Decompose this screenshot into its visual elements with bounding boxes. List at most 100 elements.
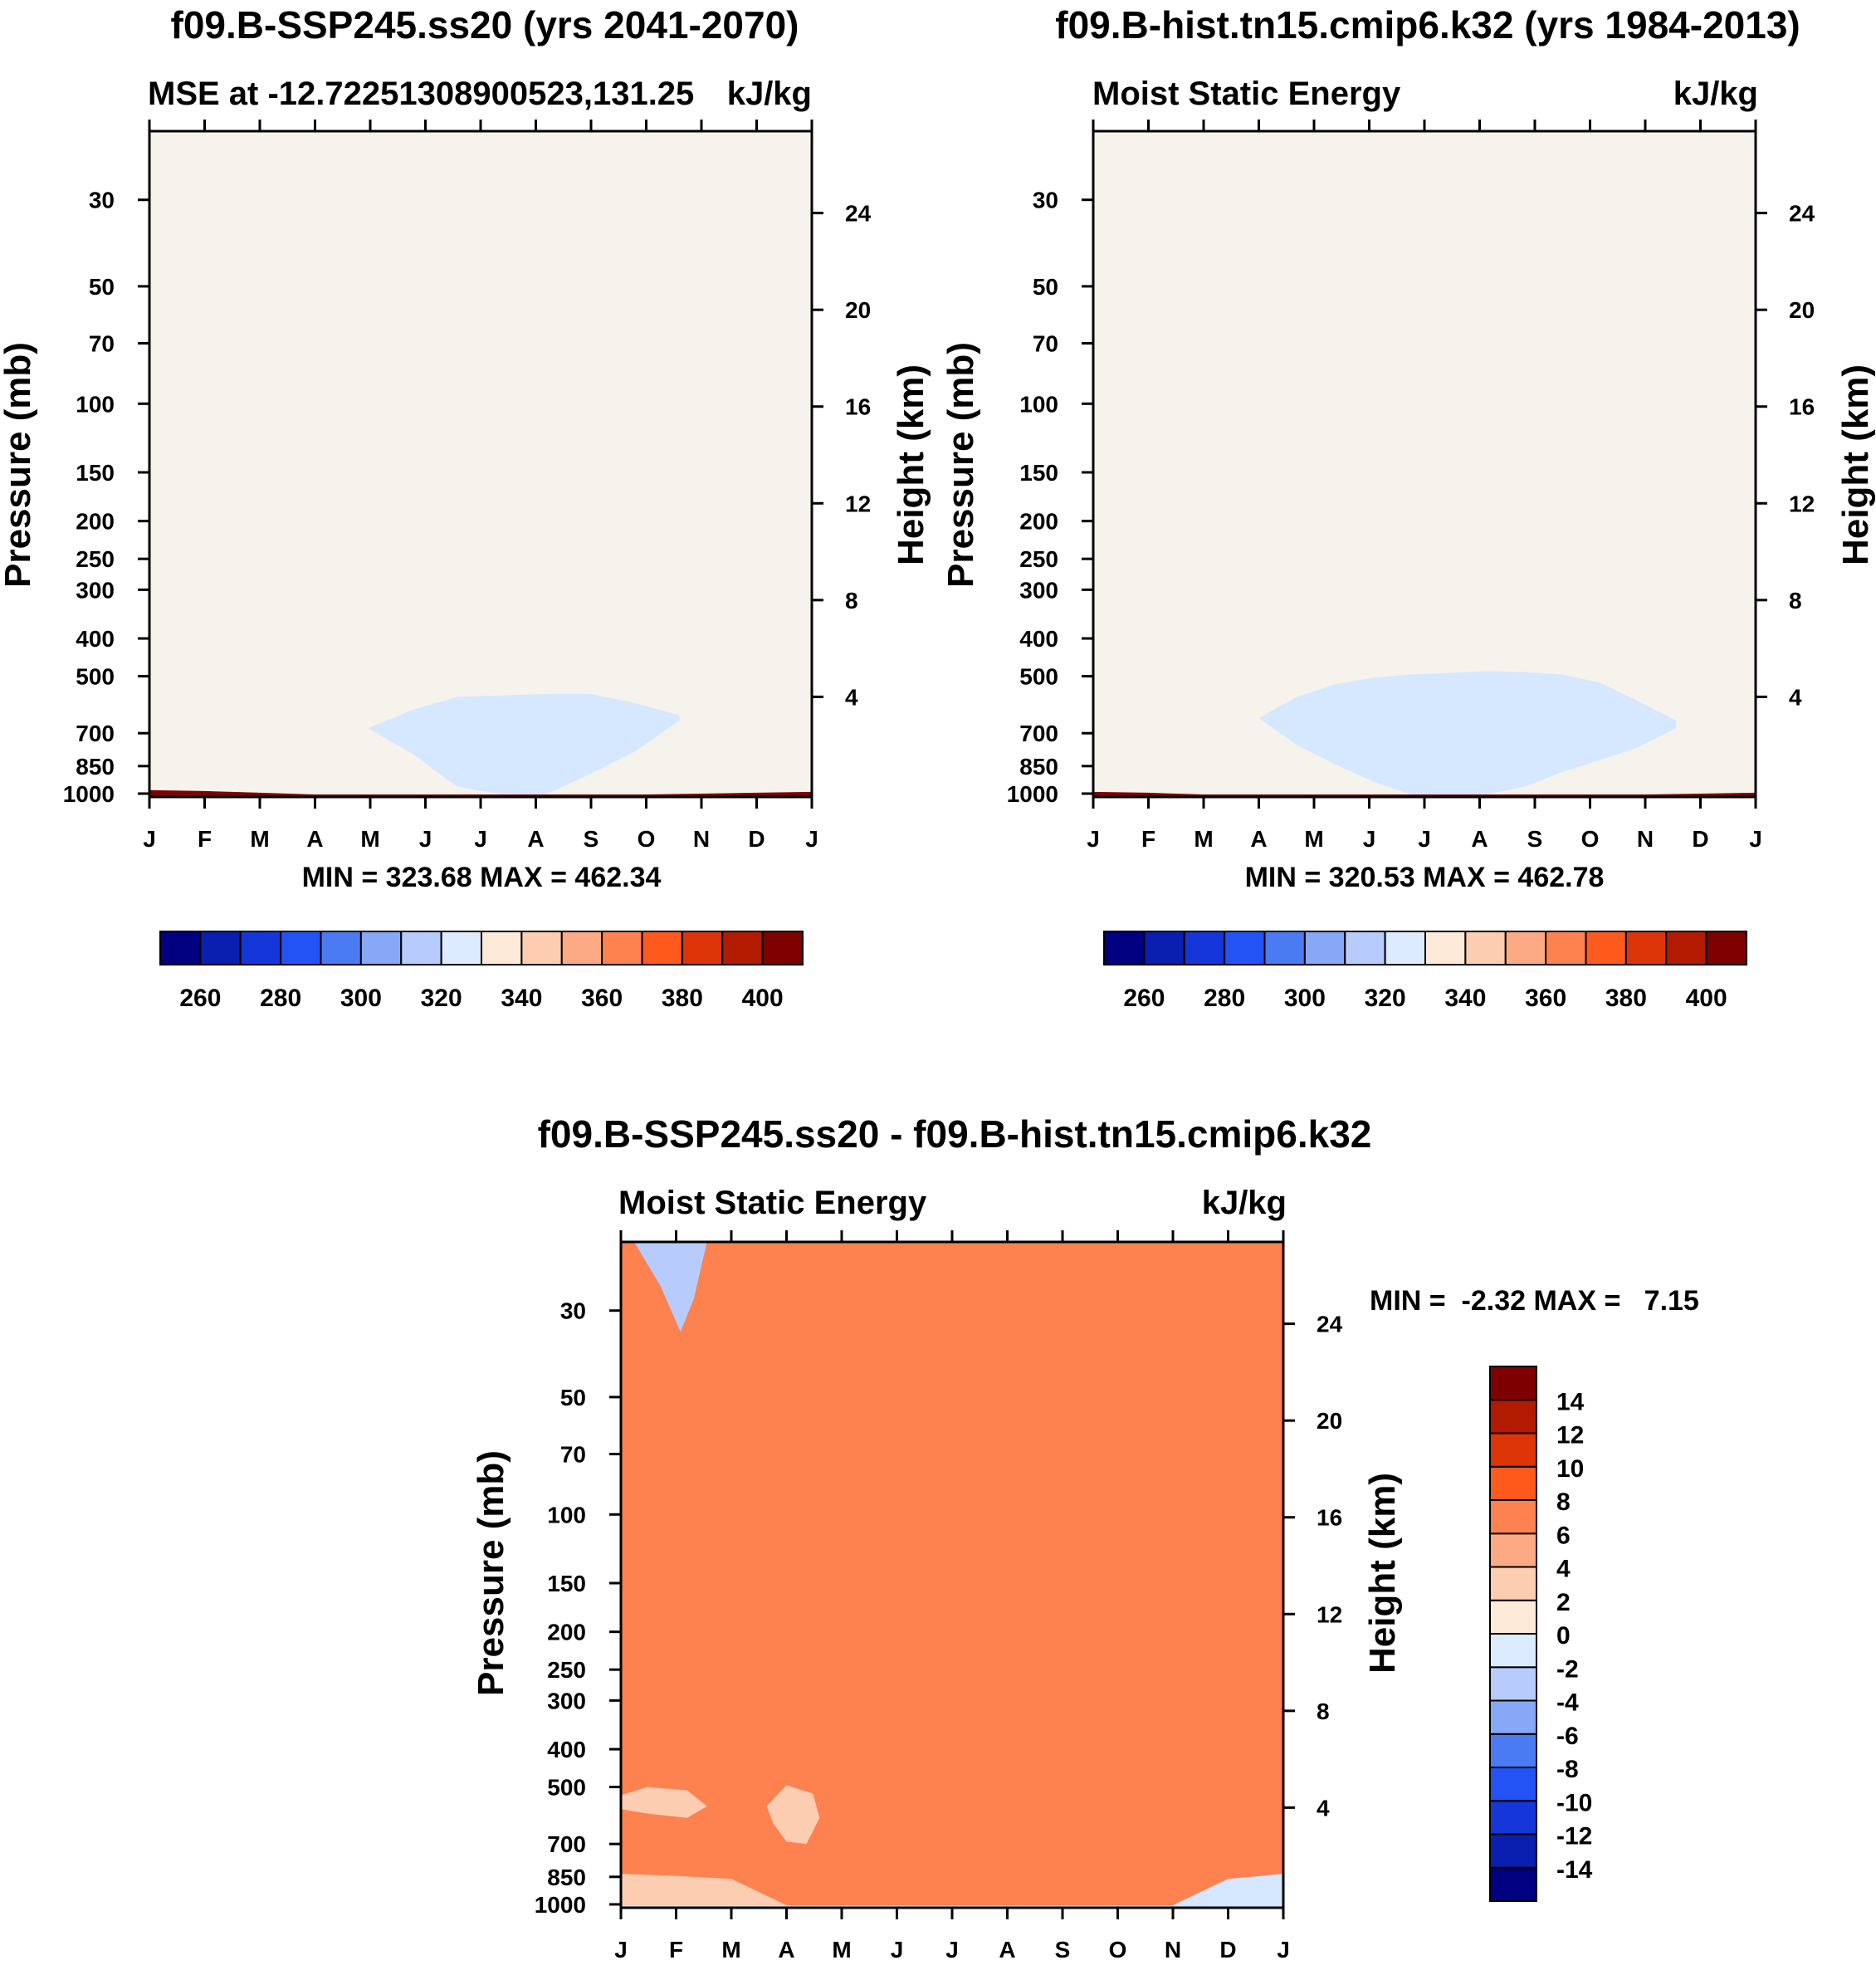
colorbar-box bbox=[1384, 931, 1426, 965]
colorbar-box bbox=[1489, 1465, 1537, 1501]
x-tick-label: J bbox=[945, 1937, 959, 1963]
y-tick-label: 250 bbox=[547, 1657, 586, 1683]
colorbar-label: 300 bbox=[1284, 985, 1326, 1012]
colorbar-label: -14 bbox=[1556, 1856, 1593, 1884]
colorbar: -14 -12 -10 -8 -6 -4 -2 0 2 4 6 8 10 12 14 bbox=[1489, 1366, 1593, 1902]
colorbar-box bbox=[199, 931, 242, 965]
y-tick-label: 1000 bbox=[1007, 781, 1058, 807]
colorbar-box bbox=[1344, 931, 1386, 965]
panel-subtitle-left: Moist Static Energy bbox=[618, 1185, 927, 1221]
x-tick-label: F bbox=[1141, 826, 1155, 852]
y-tick-label: 100 bbox=[76, 391, 115, 417]
colorbar-box bbox=[681, 931, 724, 965]
y-tick-label: 100 bbox=[1019, 391, 1058, 417]
y-right-tick-label: 4 bbox=[845, 684, 858, 710]
x-tick-label: J bbox=[1418, 826, 1431, 852]
y-tick-label: 50 bbox=[560, 1385, 586, 1410]
y-tick-label: 300 bbox=[76, 577, 115, 603]
x-tick-label: J bbox=[891, 1937, 904, 1963]
y-right-tick-label: 4 bbox=[1317, 1795, 1330, 1821]
x-tick-label: A bbox=[778, 1937, 794, 1963]
colorbar-label: 14 bbox=[1556, 1388, 1585, 1415]
colorbar-label: 0 bbox=[1556, 1622, 1571, 1650]
colorbar-box bbox=[1665, 931, 1707, 965]
colorbar-label: 8 bbox=[1556, 1488, 1571, 1516]
contour-fill bbox=[149, 131, 812, 797]
colorbar-box bbox=[280, 931, 322, 965]
colorbar-box bbox=[761, 931, 804, 965]
colorbar-box bbox=[320, 931, 362, 965]
contour-region bbox=[621, 1242, 1283, 1905]
contour-fill bbox=[1093, 131, 1756, 797]
colorbar-label: 260 bbox=[179, 985, 221, 1012]
y-right-tick-label: 20 bbox=[845, 297, 871, 323]
y-right-tick-label: 12 bbox=[1317, 1601, 1342, 1627]
colorbar-label: -2 bbox=[1556, 1655, 1579, 1683]
y-tick-label: 70 bbox=[560, 1442, 586, 1468]
colorbar-label: 280 bbox=[260, 985, 301, 1012]
contour-fill bbox=[621, 1242, 1283, 1908]
axes: J F M A M J J A S O N D J 30 50 70 100 150 200 250 300 400 500… bbox=[1007, 120, 1815, 852]
x-tick-label: S bbox=[584, 826, 599, 852]
colorbar-box bbox=[1224, 931, 1266, 965]
contour-region bbox=[621, 1787, 707, 1818]
colorbar-box bbox=[1489, 1767, 1537, 1802]
x-tick-label: M bbox=[1304, 826, 1323, 852]
colorbar-label: 360 bbox=[1525, 985, 1566, 1012]
y-tick-label: 1000 bbox=[535, 1892, 586, 1918]
colorbar-label: 6 bbox=[1556, 1522, 1571, 1549]
colorbar-label: -4 bbox=[1556, 1689, 1579, 1717]
colorbar: 260 280 300 320 340 360 380 400 bbox=[1103, 931, 1747, 1012]
contour-layers bbox=[1093, 131, 1756, 797]
y-tick-label: 400 bbox=[76, 626, 115, 652]
x-tick-label: S bbox=[1055, 1937, 1071, 1963]
x-tick-label: J bbox=[805, 826, 818, 852]
y-tick-label: 30 bbox=[1033, 188, 1058, 213]
y-tick-label: 150 bbox=[76, 460, 115, 486]
colorbar-box bbox=[1489, 1866, 1537, 1902]
y-tick-label: 200 bbox=[1019, 509, 1058, 535]
colorbar-label: 380 bbox=[662, 985, 703, 1012]
colorbar-box bbox=[1489, 1499, 1537, 1535]
colorbar-box bbox=[1545, 931, 1587, 965]
colorbar-box bbox=[1489, 1733, 1537, 1768]
colorbar-box bbox=[520, 931, 563, 965]
y-right-tick-label: 16 bbox=[845, 394, 871, 420]
x-tick-label: J bbox=[1277, 1937, 1290, 1963]
y-right-tick-label: 12 bbox=[1789, 491, 1815, 516]
colorbar-box bbox=[1489, 1800, 1537, 1835]
y-tick-label: 100 bbox=[547, 1502, 586, 1528]
y-tick-label: 200 bbox=[76, 509, 115, 535]
y-right-tick-label: 8 bbox=[1317, 1699, 1330, 1724]
x-tick-label: M bbox=[832, 1937, 851, 1963]
colorbar-box bbox=[1489, 1432, 1537, 1468]
colorbar-box bbox=[1489, 1532, 1537, 1568]
y-axis-label: Pressure (mb) bbox=[471, 1450, 511, 1696]
x-tick-label: A bbox=[1471, 826, 1488, 852]
contour-region bbox=[368, 693, 680, 794]
colorbar-label: 10 bbox=[1556, 1455, 1584, 1483]
panel-title: f09.B-hist.tn15.cmip6.k32 (yrs 1984-2013… bbox=[1055, 3, 1800, 46]
x-tick-label: J bbox=[614, 1937, 628, 1963]
y-axis-right-label: Height (km) bbox=[1835, 364, 1876, 565]
y-tick-label: 50 bbox=[1033, 274, 1058, 300]
colorbar-box bbox=[1103, 931, 1146, 965]
y-tick-label: 200 bbox=[547, 1620, 586, 1645]
colorbar-box bbox=[1489, 1633, 1537, 1669]
y-right-tick-label: 24 bbox=[1789, 201, 1815, 227]
y-tick-label: 150 bbox=[1019, 460, 1058, 486]
y-right-tick-label: 24 bbox=[1317, 1312, 1343, 1337]
x-tick-label: D bbox=[748, 826, 765, 852]
y-right-tick-label: 4 bbox=[1789, 684, 1802, 710]
colorbar-box bbox=[1489, 1833, 1537, 1869]
y-tick-label: 250 bbox=[1019, 546, 1058, 572]
colorbar-box bbox=[1489, 1599, 1537, 1635]
y-tick-label: 850 bbox=[1019, 754, 1058, 780]
x-tick-label: J bbox=[1087, 826, 1100, 852]
y-tick-label: 1000 bbox=[63, 781, 115, 807]
y-right-tick-label: 20 bbox=[1317, 1408, 1342, 1434]
colorbar-label: -8 bbox=[1556, 1756, 1579, 1783]
colorbar-label: 260 bbox=[1123, 985, 1165, 1012]
y-axis-label: Pressure (mb) bbox=[0, 342, 38, 588]
